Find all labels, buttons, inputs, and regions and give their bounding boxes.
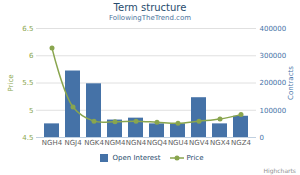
svg-text:0: 0 bbox=[260, 134, 264, 142]
svg-text:200000: 200000 bbox=[260, 79, 287, 87]
svg-text:6.5: 6.5 bbox=[22, 25, 33, 33]
svg-text:NGU4: NGU4 bbox=[168, 139, 189, 147]
svg-text:300000: 300000 bbox=[260, 52, 287, 60]
svg-text:NGK4: NGK4 bbox=[84, 139, 104, 147]
svg-text:5.5: 5.5 bbox=[22, 79, 33, 87]
svg-text:NGV4: NGV4 bbox=[189, 139, 209, 147]
svg-text:NGH4: NGH4 bbox=[42, 139, 63, 147]
html-text:Term structure: Term structure bbox=[113, 2, 187, 13]
svg-text:NGQ4: NGQ4 bbox=[147, 139, 168, 147]
svg-text:4.5: 4.5 bbox=[22, 134, 33, 142]
svg-text:100000: 100000 bbox=[260, 106, 287, 114]
svg-text:400000: 400000 bbox=[260, 25, 287, 33]
html-text:Open Interest: Open Interest bbox=[112, 154, 161, 162]
svg-text:NGZ4: NGZ4 bbox=[231, 139, 251, 147]
html-text:Price: Price bbox=[186, 154, 204, 162]
svg-text:Contracts: Contracts bbox=[287, 66, 295, 100]
svg-text:NGM4: NGM4 bbox=[104, 139, 126, 147]
svg-text:NGN4: NGN4 bbox=[126, 139, 147, 147]
svg-text:6: 6 bbox=[29, 52, 34, 60]
html-text:FollowingTheTrend.com: FollowingTheTrend.com bbox=[108, 14, 192, 22]
svg-text:NGJ4: NGJ4 bbox=[64, 139, 82, 147]
html-text:Highcharts: Highcharts bbox=[263, 167, 296, 174]
svg-text:NGX4: NGX4 bbox=[210, 139, 230, 147]
svg-text:Price: Price bbox=[7, 74, 15, 91]
svg-text:5: 5 bbox=[29, 106, 33, 114]
